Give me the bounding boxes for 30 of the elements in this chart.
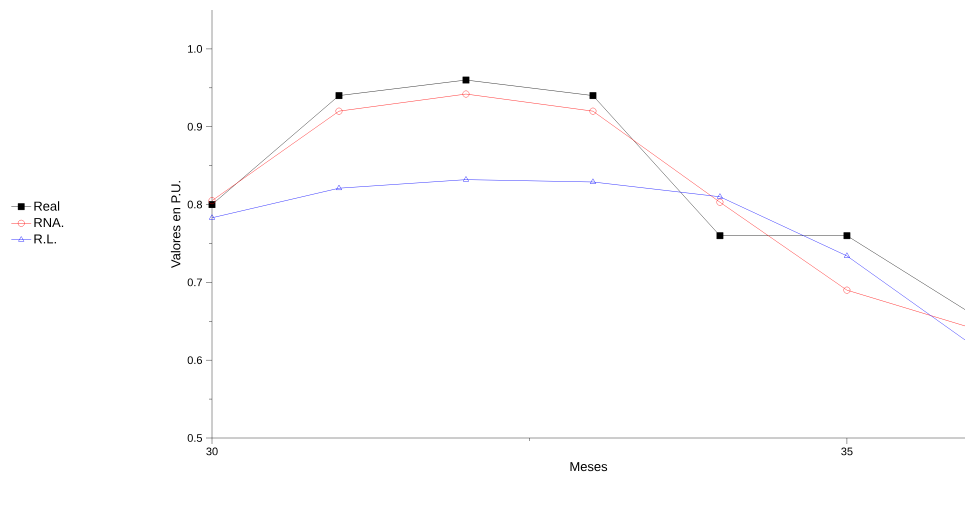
point [590,178,596,184]
legend-label: R.L. [34,234,56,244]
y-tick-label: 0.6 [188,356,202,364]
point [462,90,470,98]
y-tick-label: 0.5 [188,434,202,442]
point [716,232,724,240]
point [716,198,724,206]
point [590,92,596,99]
point [844,252,850,258]
point [336,92,342,99]
point [336,108,342,115]
x-tick-label: 35 [841,448,853,456]
y-tick-label: 0.7 [188,278,202,286]
y-axis-title: Valores en P.U. [170,181,180,268]
x-axis-title: Meses [570,462,608,472]
y-tick-label: 1.0 [188,45,202,53]
point [844,286,850,294]
point [209,214,215,220]
point [208,197,216,204]
legend-label: Real [34,201,60,211]
point [462,76,470,84]
point [590,108,596,115]
point [716,193,723,199]
point [336,184,342,190]
point [844,232,850,240]
y-tick-label: 0.9 [188,122,202,131]
y-tick-label: 0.8 [188,200,202,208]
legend-label: RNA. [34,218,64,227]
x-tick-label: 30 [206,448,218,456]
point [462,176,469,182]
